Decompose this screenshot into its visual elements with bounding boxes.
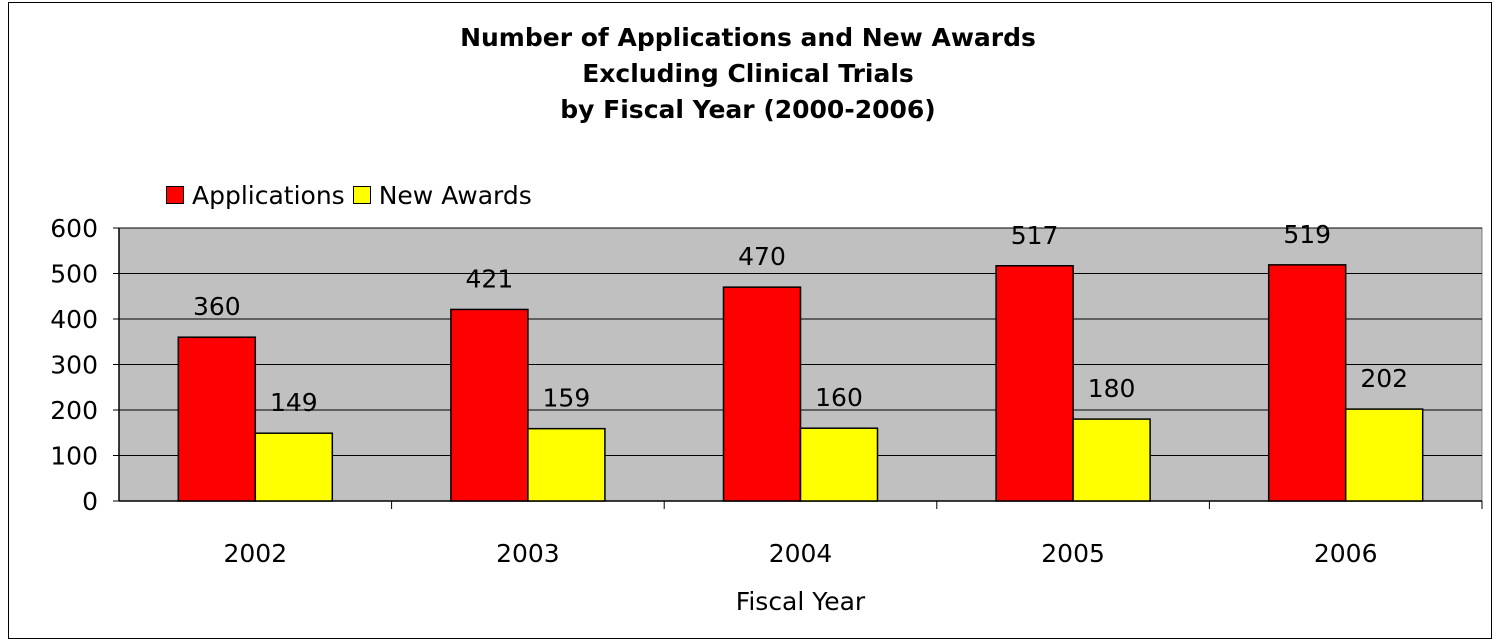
data-label-new-awards: 159 bbox=[543, 384, 591, 413]
chart-legend: Applications New Awards bbox=[166, 179, 540, 211]
y-tick-label: 600 bbox=[50, 214, 98, 243]
y-tick-label: 0 bbox=[82, 487, 98, 516]
data-label-applications: 360 bbox=[193, 292, 241, 321]
data-label-applications: 470 bbox=[738, 242, 786, 271]
data-label-new-awards: 202 bbox=[1360, 364, 1408, 393]
chart-title-line-3: by Fiscal Year (2000-2006) bbox=[560, 95, 936, 124]
bar-applications bbox=[177, 336, 257, 502]
data-label-new-awards: 160 bbox=[815, 383, 863, 412]
data-label-new-awards: 180 bbox=[1088, 374, 1136, 403]
legend-label-applications: Applications bbox=[192, 180, 345, 210]
chart-title-line-1: Number of Applications and New Awards bbox=[460, 23, 1036, 52]
y-tick-label: 500 bbox=[50, 260, 98, 289]
bar-new-awards bbox=[1072, 418, 1151, 502]
y-tick-label: 100 bbox=[50, 442, 98, 471]
legend-item-applications: Applications bbox=[166, 181, 345, 210]
y-tick-label: 400 bbox=[50, 305, 98, 334]
bar-new-awards bbox=[799, 427, 879, 502]
x-tick-label: 2003 bbox=[496, 539, 560, 568]
bar-applications bbox=[995, 265, 1074, 502]
bar-applications bbox=[450, 308, 529, 502]
data-label-applications: 421 bbox=[466, 264, 514, 293]
legend-swatch-new-awards bbox=[352, 186, 371, 204]
y-tick-label: 300 bbox=[50, 351, 98, 380]
x-tick-label: 2006 bbox=[1314, 539, 1378, 568]
bar-new-awards bbox=[527, 427, 606, 502]
data-label-new-awards: 149 bbox=[270, 388, 318, 417]
chart-title: Number of Applications and New Awards Ex… bbox=[0, 20, 1496, 128]
chart-title-line-2: Excluding Clinical Trials bbox=[582, 59, 914, 88]
bar-new-awards bbox=[1344, 408, 1424, 502]
x-tick-label: 2005 bbox=[1041, 539, 1105, 568]
data-label-applications: 519 bbox=[1283, 220, 1331, 249]
legend-item-new-awards: New Awards bbox=[352, 180, 532, 210]
bar-new-awards bbox=[254, 432, 334, 502]
bar-applications bbox=[722, 286, 802, 502]
legend-swatch-applications bbox=[166, 186, 184, 204]
bar-applications bbox=[1267, 264, 1347, 502]
x-tick-label: 2002 bbox=[223, 539, 287, 568]
x-axis-label: Fiscal Year bbox=[736, 587, 866, 616]
data-label-applications: 517 bbox=[1011, 221, 1059, 250]
legend-label-new-awards: New Awards bbox=[378, 180, 532, 210]
x-tick-label: 2004 bbox=[769, 539, 833, 568]
y-tick-label: 200 bbox=[50, 396, 98, 425]
